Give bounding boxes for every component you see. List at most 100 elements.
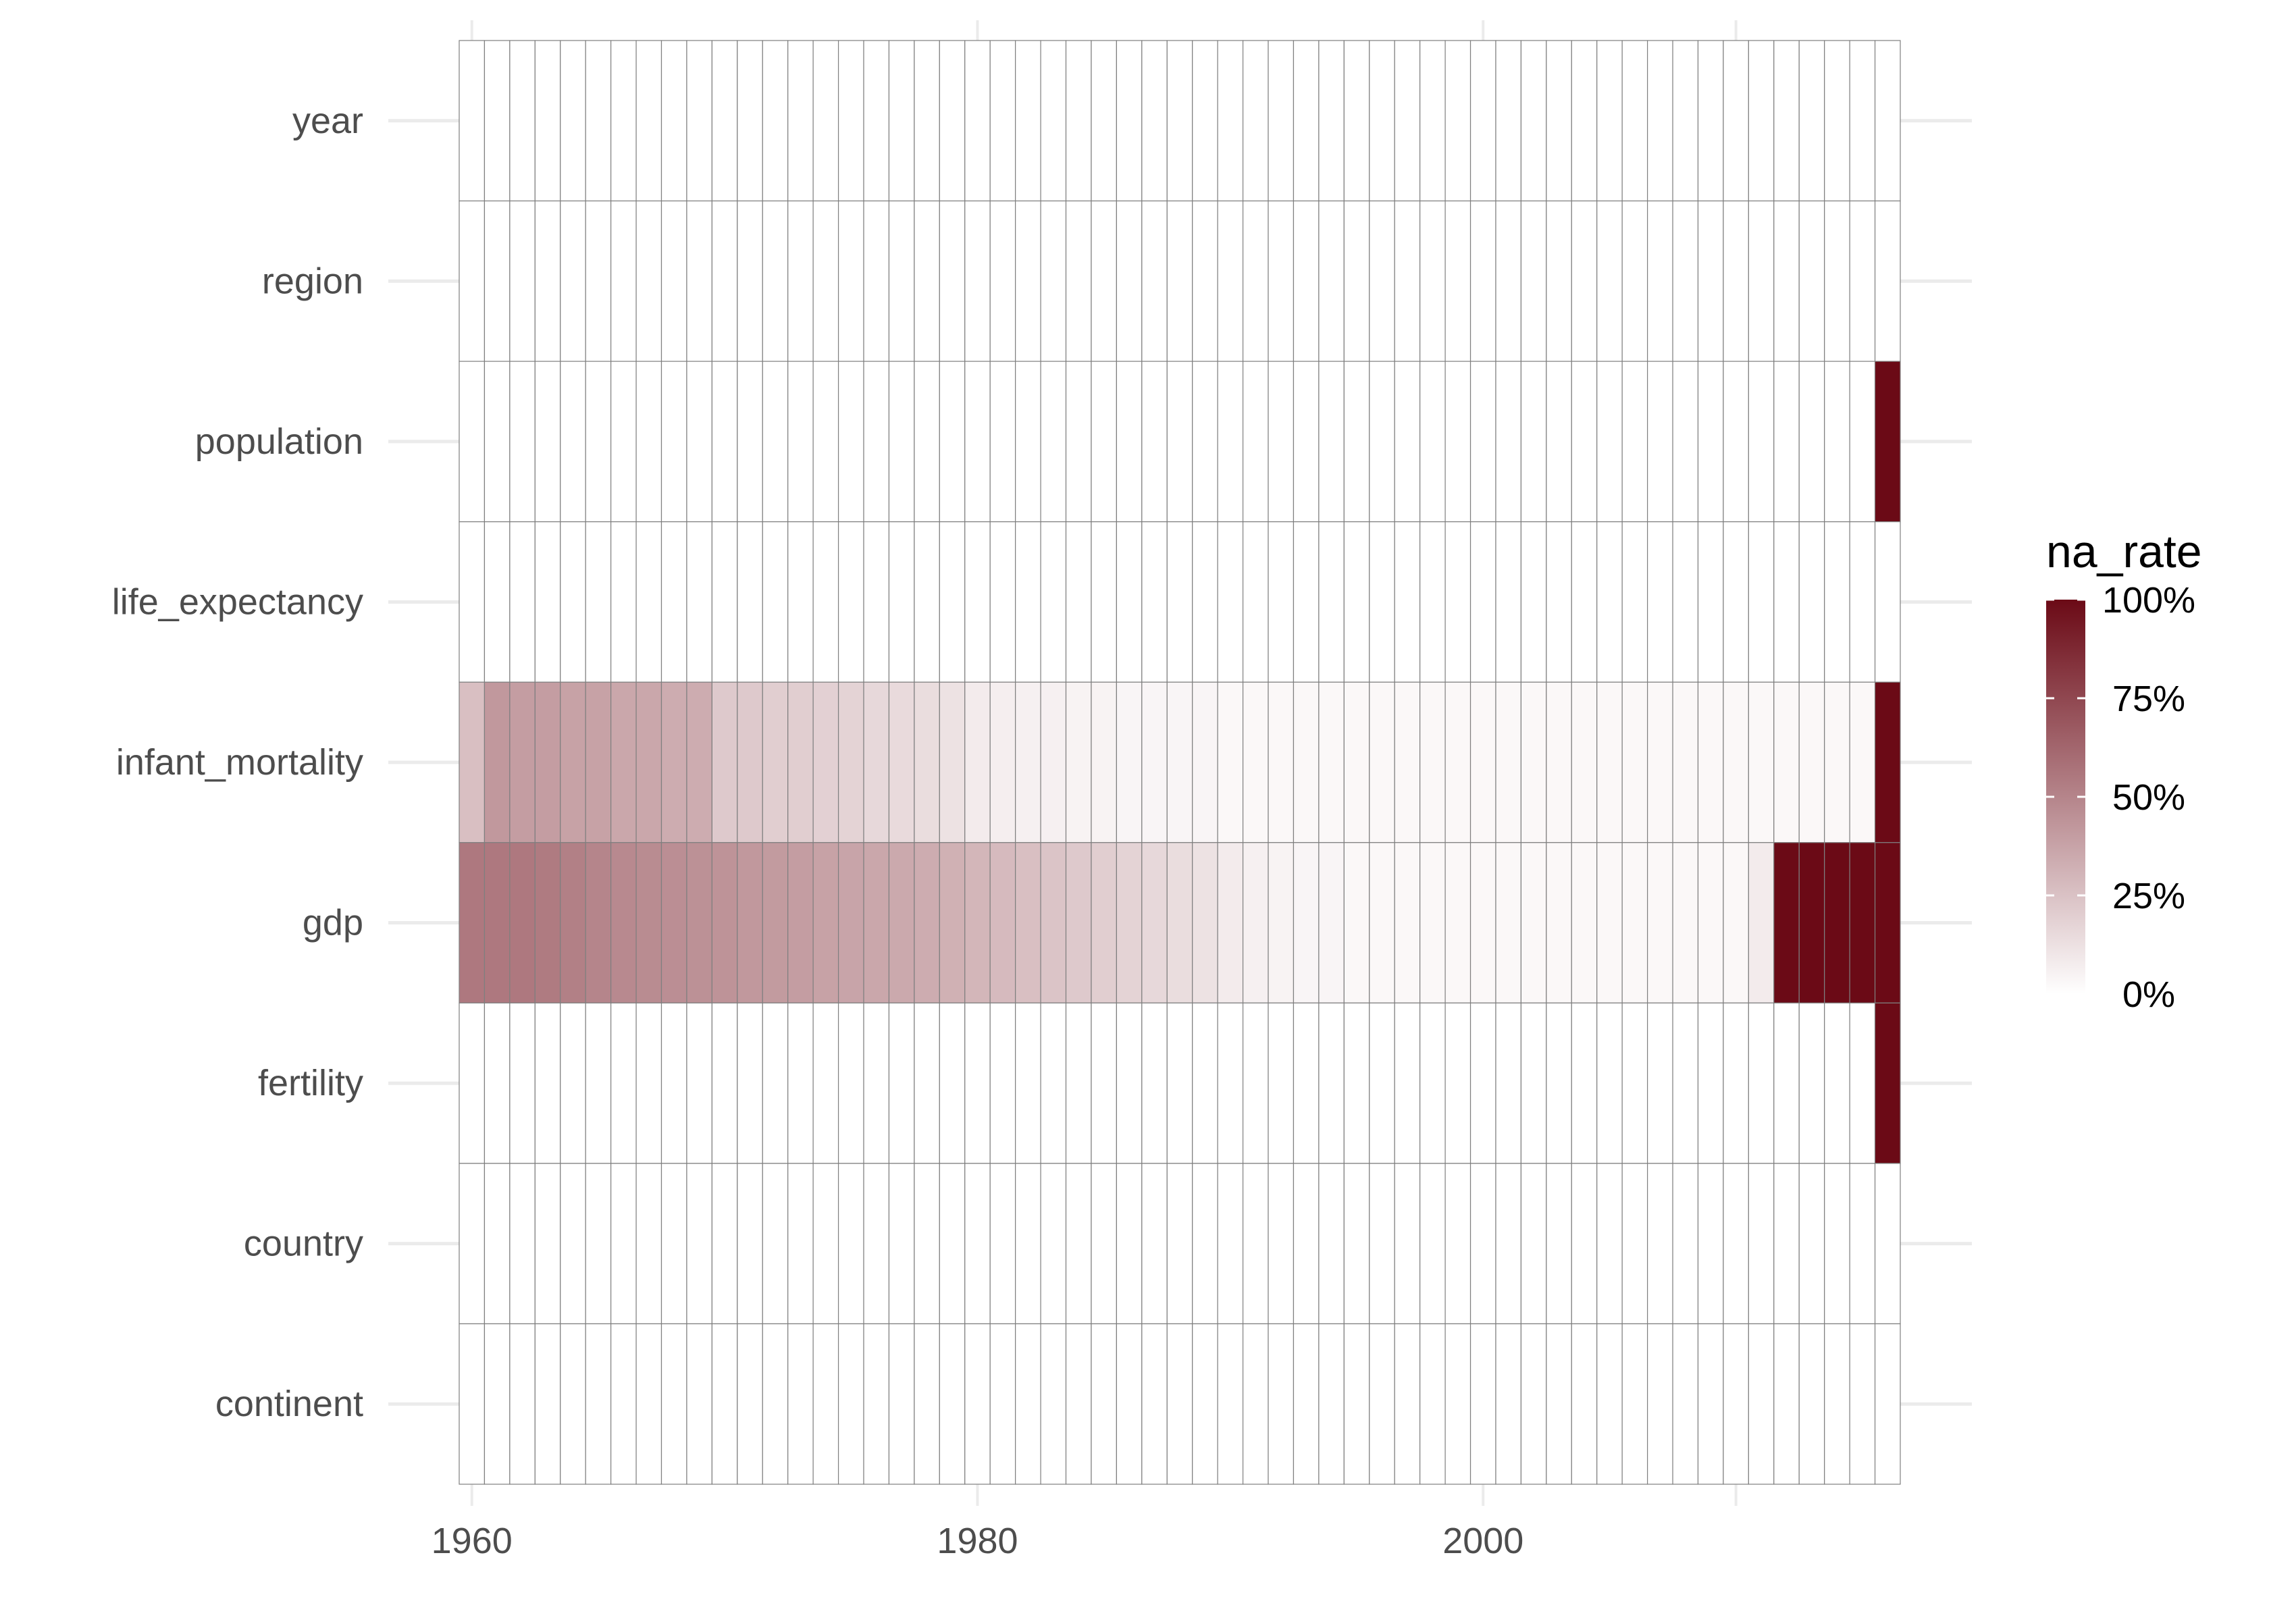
heatmap-cell [1672, 1002, 1699, 1164]
heatmap-cell [509, 1002, 536, 1164]
legend-tick-label: 25% [2112, 876, 2185, 916]
heatmap-cell [1268, 842, 1295, 1003]
heatmap-cell [1116, 40, 1143, 202]
heatmap-cell [1369, 1002, 1395, 1164]
x-tick-label: 2000 [1442, 1521, 1523, 1561]
heatmap-cell [711, 200, 738, 362]
heatmap-cell [1849, 681, 1876, 843]
heatmap-cell [1343, 200, 1370, 362]
heatmap-cell [1141, 40, 1168, 202]
heatmap-cell [1192, 1002, 1218, 1164]
heatmap-cell [1166, 681, 1193, 843]
heatmap-cell [1040, 200, 1067, 362]
heatmap-cell [1091, 521, 1118, 683]
heatmap-cell [1192, 1163, 1218, 1325]
y-tick-label: population [195, 421, 363, 462]
heatmap-cell [964, 1323, 991, 1485]
heatmap-cell [787, 1002, 814, 1164]
heatmap-cell [1647, 200, 1673, 362]
heatmap-cell [1748, 842, 1775, 1003]
heatmap-cell [1697, 1163, 1724, 1325]
heatmap-cell [1469, 521, 1496, 683]
heatmap-cell [1040, 681, 1067, 843]
heatmap-cell [1697, 1002, 1724, 1164]
heatmap-cell [1773, 1002, 1800, 1164]
heatmap-cell [1520, 681, 1547, 843]
heatmap-cell [459, 842, 486, 1003]
heatmap-cell [660, 361, 687, 523]
heatmap-cell [534, 681, 561, 843]
heatmap-cell [1040, 1163, 1067, 1325]
legend-tick-label: 50% [2112, 777, 2185, 818]
heatmap-cell [737, 521, 763, 683]
heatmap-cell [863, 681, 890, 843]
heatmap-cell [1343, 1323, 1370, 1485]
heatmap-cell [1293, 361, 1320, 523]
heatmap-cell [1141, 1323, 1168, 1485]
heatmap-cell [610, 521, 637, 683]
heatmap-cell [1596, 842, 1623, 1003]
heatmap-cell [1419, 1323, 1446, 1485]
heatmap-cell [1444, 842, 1471, 1003]
heatmap-cell [560, 200, 586, 362]
heatmap-cell [1040, 1323, 1067, 1485]
heatmap-cell [1697, 200, 1724, 362]
heatmap-cell [1369, 1323, 1395, 1485]
heatmap-cell [1824, 521, 1850, 683]
heatmap-cell [1495, 40, 1522, 202]
heatmap-cell [1369, 361, 1395, 523]
heatmap-cell [1318, 1002, 1345, 1164]
heatmap-cell [1824, 361, 1850, 523]
heatmap-cell [1596, 361, 1623, 523]
heatmap-cell [762, 681, 789, 843]
heatmap-cell [1849, 361, 1876, 523]
heatmap-cell [1444, 1002, 1471, 1164]
heatmap-cell [787, 1323, 814, 1485]
heatmap-cell [1874, 1002, 1901, 1164]
heatmap-cell [1571, 200, 1598, 362]
heatmap-cell [1596, 681, 1623, 843]
heatmap-cell [1242, 681, 1269, 843]
heatmap-cell [737, 1323, 763, 1485]
heatmap-cell [1217, 200, 1244, 362]
heatmap-cell [509, 40, 536, 202]
heatmap-cells [459, 40, 1901, 1485]
heatmap-cell [1647, 1323, 1673, 1485]
heatmap-cell [863, 361, 890, 523]
heatmap-cell [1469, 681, 1496, 843]
heatmap-cell [560, 842, 586, 1003]
heatmap-cell [1469, 842, 1496, 1003]
heatmap-cell [610, 40, 637, 202]
legend-tick-label: 75% [2112, 679, 2185, 719]
heatmap-cell [812, 200, 839, 362]
heatmap-cell [989, 361, 1016, 523]
heatmap-cell [711, 1002, 738, 1164]
heatmap-cell [1672, 361, 1699, 523]
heatmap-cell [1293, 1323, 1320, 1485]
heatmap-cell [484, 681, 511, 843]
heatmap-cell [863, 842, 890, 1003]
heatmap-cell [1647, 361, 1673, 523]
heatmap-cell [964, 681, 991, 843]
heatmap-cell [1520, 521, 1547, 683]
heatmap-cell [914, 361, 940, 523]
heatmap-cell [459, 681, 486, 843]
heatmap-cell [1495, 200, 1522, 362]
heatmap-cell [863, 521, 890, 683]
heatmap-cell [484, 521, 511, 683]
heatmap-cell [1217, 681, 1244, 843]
heatmap-cell [737, 200, 763, 362]
heatmap-cell [686, 842, 712, 1003]
heatmap-cell [1773, 1163, 1800, 1325]
heatmap-cell [459, 361, 486, 523]
heatmap-cell [837, 1002, 864, 1164]
heatmap-cell [1419, 1002, 1446, 1164]
heatmap-cell [914, 681, 940, 843]
heatmap-cell [888, 681, 915, 843]
heatmap-cell [1621, 842, 1648, 1003]
heatmap-cell [1217, 1323, 1244, 1485]
heatmap-cell [1015, 1002, 1041, 1164]
heatmap-cell [1217, 1163, 1244, 1325]
heatmap-cell [1874, 681, 1901, 843]
heatmap-cell [686, 521, 712, 683]
